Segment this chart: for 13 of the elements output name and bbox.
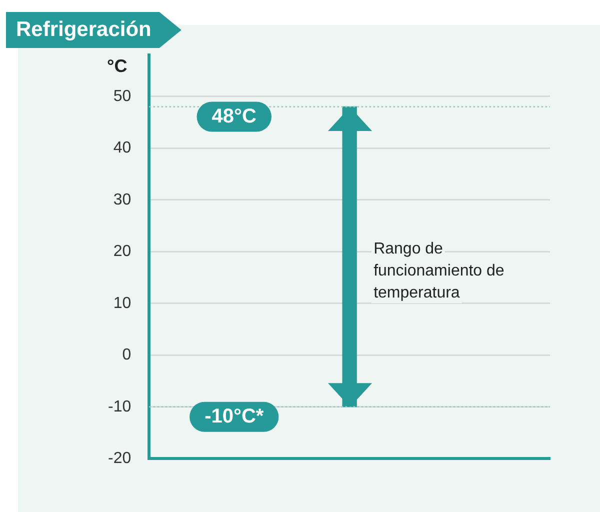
y-tick-label: 0 — [122, 346, 132, 364]
y-tick-label: 30 — [113, 191, 132, 208]
y-tick-label: 40 — [113, 140, 132, 157]
y-tick-label: -10 — [108, 398, 132, 416]
y-tick-label: 50 — [113, 88, 132, 105]
chart-title: Refrigeración — [6, 12, 182, 48]
ref-line-label: 48°C — [212, 105, 256, 128]
ref-line-label: -10°C* — [204, 405, 264, 428]
annotation: Rango de funcionamiento de temperatura — [374, 240, 504, 302]
y-tick-label: 20 — [113, 243, 132, 260]
y-tick-label: 10 — [113, 294, 132, 312]
y-axis-title: °C — [107, 56, 128, 76]
y-tick-label: -20 — [108, 450, 132, 468]
